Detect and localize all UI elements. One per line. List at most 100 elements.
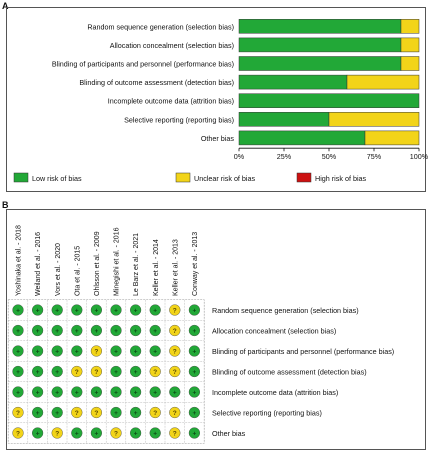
legend-swatch — [296, 172, 312, 183]
unclear-risk-dot — [71, 406, 83, 419]
risk-symbol: + — [55, 349, 59, 356]
unclear-risk-dot — [71, 365, 83, 378]
unclear-risk-dot — [169, 324, 181, 337]
domain-label: Blinding of outcome assessment (detectio… — [212, 368, 367, 377]
study-label: Keller et al. - 2014 — [153, 239, 160, 296]
unclear-risk-dot — [12, 427, 24, 439]
risk-symbol: + — [95, 431, 99, 438]
low-risk-dot — [130, 365, 142, 378]
risk-symbol: + — [36, 390, 40, 397]
risk-symbol: ? — [55, 431, 59, 438]
risk-symbol: + — [193, 431, 197, 438]
risk-symbol: + — [36, 328, 40, 335]
low-risk-dot — [188, 345, 201, 357]
unclear-risk-dot — [149, 406, 161, 419]
legend-swatch — [175, 172, 191, 183]
risk-symbol: + — [36, 349, 40, 356]
risk-symbol: + — [173, 390, 177, 397]
domain-label: Random sequence generation (selection bi… — [212, 306, 359, 315]
low-risk-dot — [188, 406, 201, 419]
low-risk-dot — [71, 427, 83, 439]
low-risk-dot — [71, 304, 83, 316]
category-label: Blinding of outcome assessment (detectio… — [79, 78, 234, 87]
unclear-risk-dot — [169, 304, 181, 316]
risk-symbol: + — [55, 390, 59, 397]
risk-symbol: ? — [75, 369, 79, 376]
legend-swatch — [13, 172, 29, 183]
risk-symbol: ? — [16, 431, 20, 438]
risk-symbol: + — [55, 328, 59, 335]
risk-symbol: + — [36, 410, 40, 417]
risk-symbol: + — [134, 369, 138, 376]
risk-symbol: + — [153, 390, 157, 397]
low-risk-dot — [149, 386, 161, 398]
risk-symbol: ? — [153, 369, 157, 376]
study-label: Conway et al. - 2013 — [192, 232, 199, 296]
risk-symbol: + — [55, 410, 59, 417]
unclear-risk-dot — [110, 427, 122, 439]
category-label: Allocation concealment (selection bias) — [110, 41, 234, 50]
risk-symbol: + — [75, 328, 79, 335]
risk-symbol: + — [114, 410, 118, 417]
low-risk-dot — [12, 365, 24, 378]
study-label: Weiland et al. - 2016 — [35, 232, 42, 296]
low-risk-dot — [110, 406, 122, 419]
category-label: Random sequence generation (selection bi… — [87, 22, 234, 31]
low-risk-dot — [169, 386, 181, 398]
risk-symbol: + — [193, 349, 197, 356]
domain-label: Incomplete outcome data (attrition bias) — [212, 388, 338, 397]
low-risk-dot — [110, 386, 122, 398]
category-label: Other bias — [201, 134, 235, 143]
low-risk-dot — [51, 345, 63, 357]
study-label: Keller et al. - 2013 — [172, 239, 179, 296]
bar-segment — [364, 130, 420, 146]
low-risk-dot — [149, 427, 161, 439]
risk-symbol: + — [75, 308, 79, 315]
study-label: Vors et al. - 2020 — [55, 243, 62, 296]
low-risk-dot — [51, 365, 63, 378]
risk-symbol: + — [55, 369, 59, 376]
risk-symbol: ? — [94, 410, 98, 417]
study-label: Le Barz et al. - 2021 — [133, 233, 140, 296]
low-risk-dot — [31, 324, 44, 337]
legend-label: Low risk of bias — [32, 174, 82, 183]
low-risk-dot — [188, 386, 201, 398]
study-label: Yoshinaka et al. - 2018 — [16, 225, 23, 296]
risk-symbol: + — [95, 308, 99, 315]
study-label: Ohlsson et al. - 2009 — [94, 231, 101, 296]
risk-of-bias-summary-chart: Random sequence generation (selection bi… — [13, 19, 429, 183]
risk-symbol: + — [114, 308, 118, 315]
bar-segment — [400, 19, 420, 34]
low-risk-dot — [12, 304, 24, 316]
domain-label: Other bias — [212, 429, 246, 438]
risk-symbol: + — [55, 308, 59, 315]
risk-symbol: + — [134, 431, 138, 438]
risk-symbol: ? — [173, 369, 177, 376]
bar-segment — [400, 37, 420, 53]
risk-symbol: + — [193, 369, 197, 376]
domain-label: Allocation concealment (selection bias) — [212, 327, 336, 336]
risk-symbol: + — [36, 308, 40, 315]
low-risk-dot — [130, 406, 142, 419]
risk-symbol: ? — [153, 410, 157, 417]
x-tick-label: 75% — [367, 152, 382, 161]
risk-symbol: + — [75, 431, 79, 438]
low-risk-dot — [149, 304, 161, 316]
low-risk-dot — [110, 345, 122, 357]
low-risk-dot — [110, 324, 122, 337]
low-risk-dot — [71, 324, 83, 337]
bar-segment — [238, 93, 420, 108]
legend-label: High risk of bias — [315, 174, 367, 183]
risk-symbol: + — [193, 410, 197, 417]
bar-segment — [400, 56, 420, 71]
risk-symbol: + — [16, 308, 20, 315]
low-risk-dot — [31, 304, 44, 316]
risk-symbol: + — [16, 369, 20, 376]
low-risk-dot — [149, 345, 161, 357]
risk-symbol: + — [114, 369, 118, 376]
low-risk-dot — [130, 427, 142, 439]
risk-symbol: + — [16, 349, 20, 356]
risk-symbol: ? — [75, 410, 79, 417]
risk-symbol: ? — [114, 431, 118, 438]
